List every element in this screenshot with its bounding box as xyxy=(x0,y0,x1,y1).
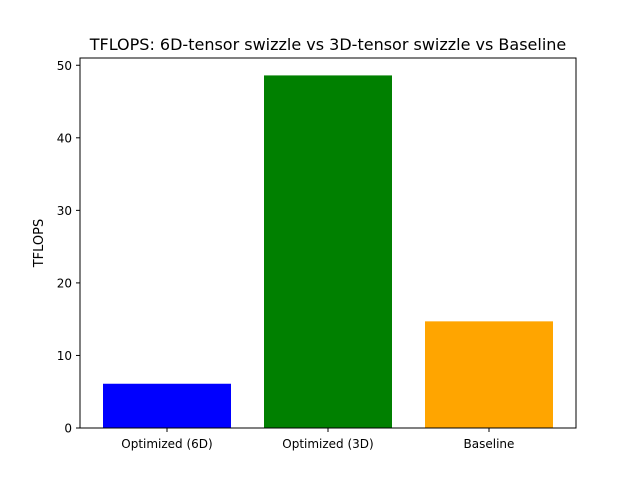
bar-optimized-6d xyxy=(103,383,231,428)
y-tick-label: 30 xyxy=(57,204,72,218)
x-axis: Optimized (6D) Optimized (3D) Baseline xyxy=(121,428,514,451)
x-tick-label: Optimized (3D) xyxy=(282,437,373,451)
chart-title: TFLOPS: 6D-tensor swizzle vs 3D-tensor s… xyxy=(89,35,567,54)
y-tick-label: 10 xyxy=(57,349,72,363)
bar-optimized-3d xyxy=(264,75,392,428)
y-tick-label: 0 xyxy=(64,422,72,436)
y-axis: 0 10 20 30 40 50 xyxy=(57,59,80,436)
bar-baseline xyxy=(425,321,553,428)
y-tick-label: 50 xyxy=(57,59,72,73)
bars-layer xyxy=(103,75,553,428)
x-tick-label: Baseline xyxy=(464,437,515,451)
y-tick-label: 40 xyxy=(57,131,72,145)
x-tick-label: Optimized (6D) xyxy=(121,437,212,451)
y-tick-label: 20 xyxy=(57,276,72,290)
y-axis-label: TFLOPS xyxy=(32,219,47,269)
